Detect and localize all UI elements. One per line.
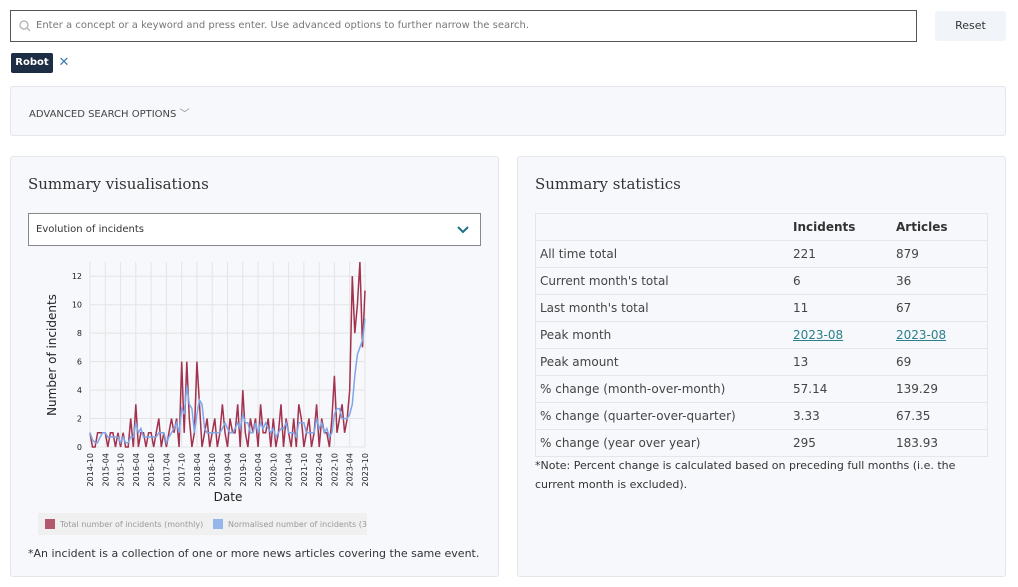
chevron bbox=[457, 226, 469, 234]
x-tick-label: 2017-10 bbox=[178, 453, 187, 486]
table-row: Current month's total 6 36 bbox=[535, 267, 988, 295]
chart-select-label: Evolution of incidents bbox=[36, 224, 144, 235]
search-placeholder: Enter a concept or a keyword and press e… bbox=[36, 20, 530, 31]
advanced-options[interactable]: ADVANCED SEARCH OPTIONS ﹀ bbox=[10, 86, 1006, 136]
x-tick-label: 2015-04 bbox=[101, 453, 110, 486]
x-tick-label: 2016-04 bbox=[132, 453, 141, 486]
y-tick-label: 2 bbox=[77, 415, 82, 424]
link[interactable]: 2023-08 bbox=[896, 328, 947, 342]
x-tick-label: 2020-10 bbox=[269, 453, 278, 486]
row-label: All time total bbox=[535, 240, 789, 268]
y-tick-label: 12 bbox=[72, 272, 82, 281]
x-tick-label: 2023-10 bbox=[361, 453, 370, 486]
y-tick-label: 0 bbox=[77, 443, 82, 452]
cell: 6 bbox=[789, 267, 892, 295]
cell: 295 bbox=[789, 429, 892, 457]
search-input[interactable]: Enter a concept or a keyword and press e… bbox=[10, 10, 917, 42]
x-tick-label: 2019-04 bbox=[224, 453, 233, 486]
link[interactable]: 2023-08 bbox=[793, 328, 844, 342]
row-label: % change (year over year) bbox=[535, 429, 789, 457]
x-tick-label: 2015-10 bbox=[117, 453, 126, 486]
cell: 67.35 bbox=[892, 402, 988, 430]
x-tick-label: 2022-04 bbox=[315, 453, 324, 486]
x-tick-label: 2020-04 bbox=[254, 453, 263, 486]
table-row: Peak amount 13 69 bbox=[535, 348, 988, 376]
chart: Date Number of incidents 2014-10 2015-04 2… bbox=[38, 261, 370, 535]
cell: 183.93 bbox=[892, 429, 988, 457]
header-cell: Incidents bbox=[789, 213, 892, 241]
x-tick-label: 2018-04 bbox=[193, 453, 202, 486]
legend-swatch bbox=[213, 519, 223, 529]
cell: 3.33 bbox=[789, 402, 892, 430]
panel-title: Summary visualisations bbox=[28, 175, 209, 193]
table-row: % change (quarter-over-quarter) 3.33 67.35 bbox=[535, 402, 988, 430]
stats-table: Incidents Articles All time total 221 879 Cur… bbox=[535, 213, 988, 457]
row-label: Current month's total bbox=[535, 267, 789, 295]
cell: 139.29 bbox=[892, 375, 988, 403]
chart-select[interactable]: Evolution of incidents bbox=[28, 213, 481, 246]
row-label: % change (month-over-month) bbox=[535, 375, 789, 403]
table-row: Peak month 2023-08 2023-08 bbox=[535, 321, 988, 349]
series-line bbox=[89, 318, 366, 445]
table-row: % change (year over year) 295 183.93 bbox=[535, 429, 988, 457]
y-tick-label: 10 bbox=[72, 301, 82, 310]
table-row: All time total 221 879 bbox=[535, 240, 988, 268]
search-icon bbox=[19, 20, 31, 32]
stats-note: *Note: Percent change is calculated base… bbox=[535, 459, 956, 491]
y-tick-label: 8 bbox=[77, 329, 82, 338]
footnote: *An incident is a collection of one or m… bbox=[28, 547, 480, 560]
x-tick-label: 2019-10 bbox=[239, 453, 248, 486]
legend-label: Normalised number of incidents (3- bbox=[228, 520, 370, 529]
header-cell: Articles bbox=[892, 213, 988, 241]
row-label: Peak amount bbox=[535, 348, 789, 376]
x-tick-label: 2021-10 bbox=[300, 453, 309, 486]
reset-button[interactable]: Reset bbox=[935, 11, 1006, 41]
y-tick-label: 4 bbox=[77, 386, 82, 395]
x-tick-label: 2022-10 bbox=[330, 453, 339, 486]
table-row: % change (month-over-month) 57.14 139.29 bbox=[535, 375, 988, 403]
cell: 221 bbox=[789, 240, 892, 268]
x-tick-label: 2021-04 bbox=[285, 453, 294, 486]
cell: 69 bbox=[892, 348, 988, 376]
y-axis-title: Number of incidents bbox=[45, 294, 59, 416]
remove-filter[interactable]: ✕ bbox=[58, 55, 70, 70]
cell: 36 bbox=[892, 267, 988, 295]
row-label: Peak month bbox=[535, 321, 789, 349]
cell: 879 bbox=[892, 240, 988, 268]
panel-title: Summary statistics bbox=[535, 175, 681, 193]
x-axis-title: Date bbox=[214, 490, 243, 504]
legend-background bbox=[38, 513, 367, 535]
row-label: Last month's total bbox=[535, 294, 789, 322]
header-cell bbox=[535, 213, 789, 241]
cell: 13 bbox=[789, 348, 892, 376]
cell: 2023-08 bbox=[789, 321, 892, 349]
x-tick-label: 2017-04 bbox=[162, 453, 171, 486]
cell: 11 bbox=[789, 294, 892, 322]
legend-label: Total number of incidents (monthly) bbox=[59, 520, 203, 529]
cell: 67 bbox=[892, 294, 988, 322]
legend: Total number of incidents (monthly) Norma… bbox=[45, 519, 370, 529]
cell: 2023-08 bbox=[892, 321, 988, 349]
series-line bbox=[89, 261, 366, 448]
x-tick-label: 2014-10 bbox=[86, 453, 95, 486]
legend-swatch bbox=[45, 519, 55, 529]
table-row: Last month's total 11 67 bbox=[535, 294, 988, 322]
cell: 57.14 bbox=[789, 375, 892, 403]
x-tick-label: 2018-10 bbox=[208, 453, 217, 486]
x-tick-label: 2016-10 bbox=[147, 453, 156, 486]
y-tick-label: 6 bbox=[77, 358, 82, 367]
filter-tag: Robot bbox=[11, 53, 53, 73]
advanced-options-label: ADVANCED SEARCH OPTIONS bbox=[29, 109, 177, 120]
row-label: % change (quarter-over-quarter) bbox=[535, 402, 789, 430]
x-tick-label: 2023-04 bbox=[346, 453, 355, 486]
header-row: Incidents Articles bbox=[535, 213, 988, 241]
